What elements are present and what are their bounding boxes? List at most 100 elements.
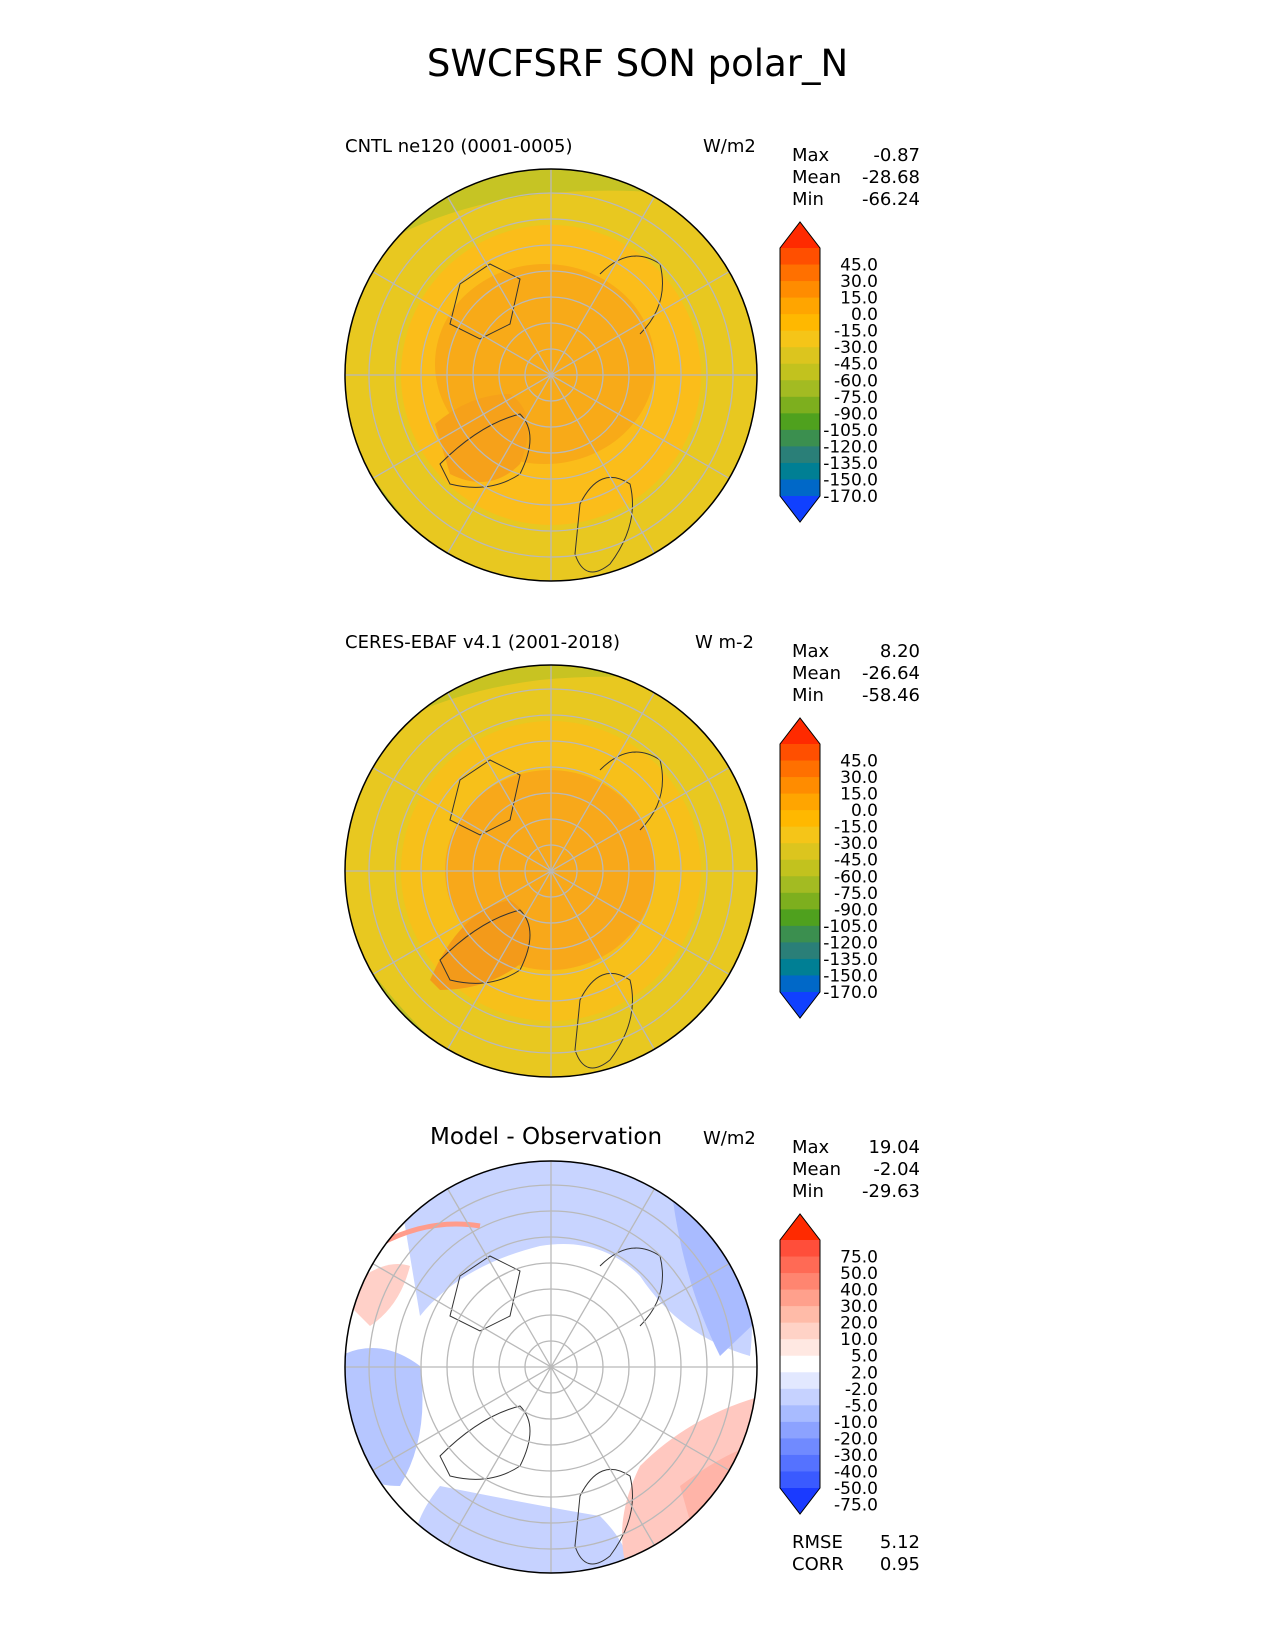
- stat-label: Max: [792, 1137, 830, 1158]
- colorbar-segment: [780, 942, 820, 960]
- colorbar-tick-label: 15.0: [840, 289, 878, 309]
- colorbar-extend-max: [780, 1214, 820, 1240]
- colorbar-extend-min: [780, 1488, 820, 1514]
- colorbar-tick-label: -30.0: [834, 834, 878, 854]
- colorbar-segment: [780, 330, 820, 348]
- colorbar-segment: [780, 314, 820, 332]
- stat-label: Mean: [792, 1159, 842, 1180]
- panel-title: Model - Observation: [430, 1124, 663, 1150]
- panel-title: CNTL ne120 (0001-0005): [345, 136, 573, 157]
- stat-value: -26.64: [861, 663, 920, 684]
- colorbar-tick-label: -15.0: [834, 322, 878, 342]
- colorbar-tick-label: -75.0: [834, 1496, 878, 1516]
- colorbar-segment: [780, 446, 820, 464]
- stat-label: Max: [792, 145, 830, 166]
- colorbar-tick-label: -30.0: [834, 338, 878, 358]
- colorbar-segment: [780, 1405, 820, 1423]
- colorbar-tick-label: -20.0: [834, 1429, 878, 1449]
- colorbar-segment: [780, 1471, 820, 1489]
- colorbar-segment: [780, 248, 820, 266]
- stat-value: -0.87: [873, 145, 920, 166]
- stat-value: -66.24: [861, 189, 920, 210]
- units-label: W/m2: [703, 136, 756, 157]
- colorbar-tick-label: -45.0: [834, 851, 878, 871]
- colorbar-segment: [780, 413, 820, 431]
- colorbar-segment: [780, 760, 820, 778]
- colorbar-segment: [780, 958, 820, 976]
- colorbar-segment: [780, 1306, 820, 1324]
- colorbar-tick-label: -105.0: [823, 421, 878, 441]
- stat-value: -28.68: [861, 167, 920, 188]
- colorbar-tick-label: 30.0: [840, 272, 878, 292]
- colorbar-tick-label: -170.0: [823, 487, 878, 507]
- colorbar-segment: [780, 826, 820, 844]
- colorbar-segment: [780, 892, 820, 910]
- colorbar-tick-label: -150.0: [823, 966, 878, 986]
- colorbar-tick-label: -135.0: [823, 950, 878, 970]
- colorbar-tick-label: -90.0: [834, 404, 878, 424]
- colorbar-segment: [780, 1256, 820, 1274]
- score-label: CORR: [792, 1554, 844, 1575]
- colorbar-tick-label: -75.0: [834, 884, 878, 904]
- colorbar-segment: [780, 975, 820, 993]
- colorbar-segment: [780, 777, 820, 795]
- colorbar-tick-label: -30.0: [834, 1446, 878, 1466]
- colorbar-tick-label: 40.0: [840, 1281, 878, 1301]
- colorbar-tick-label: 2.0: [851, 1363, 878, 1383]
- colorbar-tick-label: -135.0: [823, 454, 878, 474]
- colorbar-tick-label: 30.0: [840, 1297, 878, 1317]
- stat-value: -29.63: [861, 1181, 920, 1202]
- stat-label: Min: [792, 685, 824, 706]
- colorbar-tick-label: -45.0: [834, 355, 878, 375]
- colorbar-segment: [780, 429, 820, 447]
- colorbar-outline: [779, 1213, 821, 1515]
- colorbar-outline: [779, 717, 821, 1019]
- colorbar-tick-label: -50.0: [834, 1479, 878, 1499]
- score-label: RMSE: [792, 1532, 843, 1553]
- colorbar-segment: [780, 462, 820, 480]
- colorbar-segment: [780, 1388, 820, 1406]
- colorbar-tick-label: -90.0: [834, 900, 878, 920]
- figure-title: SWCFSRF SON polar_N: [426, 42, 849, 85]
- colorbar-segment: [780, 1372, 820, 1390]
- colorbar-tick-label: -105.0: [823, 917, 878, 937]
- colorbar-segment: [780, 909, 820, 927]
- colorbar-segment: [780, 810, 820, 828]
- colorbar-tick-label: 5.0: [851, 1347, 878, 1367]
- stats-box: Max -0.87 Mean -28.68 Min -66.24: [792, 145, 920, 211]
- colorbar-tick-label: 30.0: [840, 768, 878, 788]
- colorbar-segment: [780, 843, 820, 861]
- colorbar-tick-label: 50.0: [840, 1264, 878, 1284]
- colorbar-segment: [780, 380, 820, 398]
- stats-box: Max 19.04 Mean -2.04 Min -29.63: [792, 1137, 920, 1203]
- stat-label: Mean: [792, 167, 842, 188]
- panel-title: CERES-EBAF v4.1 (2001-2018): [345, 632, 621, 653]
- colorbar-segment: [780, 396, 820, 414]
- colorbar-tick-label: 45.0: [840, 752, 878, 772]
- colorbar-segment: [780, 363, 820, 381]
- colorbar-segment: [780, 1421, 820, 1439]
- stat-value: -2.04: [873, 1159, 920, 1180]
- colorbar-tick-label: 10.0: [840, 1330, 878, 1350]
- colorbar-segment: [780, 1454, 820, 1472]
- colorbar-tick-label: -60.0: [834, 867, 878, 887]
- colorbar-segment: [780, 1240, 820, 1258]
- polar-map-model: [344, 168, 758, 582]
- stat-value: 8.20: [879, 641, 920, 662]
- colorbar-outline: [779, 221, 821, 523]
- colorbar-segment: [780, 876, 820, 894]
- score-value: 5.12: [879, 1532, 920, 1553]
- colorbar-tick-label: 20.0: [840, 1314, 878, 1334]
- stat-label: Mean: [792, 663, 842, 684]
- colorbar-tick-label: -120.0: [823, 933, 878, 953]
- colorbar-tick-label: -170.0: [823, 983, 878, 1003]
- stat-value: -58.46: [861, 685, 920, 706]
- colorbar-tick-label: 15.0: [840, 785, 878, 805]
- polar-map-diff: [344, 1160, 758, 1574]
- colorbar-segment: [780, 281, 820, 299]
- colorbar-segment: [780, 1355, 820, 1373]
- colorbar-tick-label: -40.0: [834, 1462, 878, 1482]
- colorbar-tick-label: 0.0: [851, 801, 878, 821]
- colorbar-model: 45.030.015.00.0-15.0-30.0-45.0-60.0-75.0…: [779, 221, 878, 523]
- colorbar-tick-label: -5.0: [845, 1396, 878, 1416]
